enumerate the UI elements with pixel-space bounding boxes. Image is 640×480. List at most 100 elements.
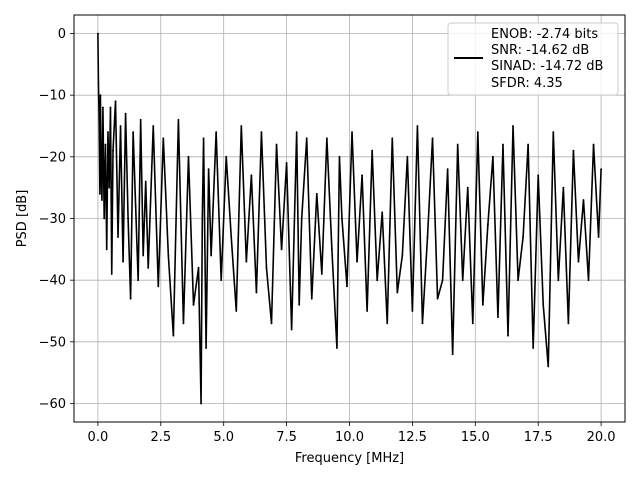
- psd-point: [310, 297, 313, 300]
- psd-point: [486, 223, 489, 226]
- psd-point: [325, 137, 328, 140]
- y-tick-label: −10: [39, 89, 66, 104]
- x-tick-label: 20.0: [587, 430, 616, 445]
- ticks: 0.0 2.5 5.0 7.5 10.0 12.5 15.0 17.5 20.0 0 −10 −20 −…: [39, 27, 616, 445]
- psd-point: [351, 131, 353, 134]
- psd-point: [341, 217, 343, 220]
- psd-point: [481, 303, 484, 306]
- psd-point: [371, 149, 374, 152]
- psd-point: [386, 322, 389, 325]
- psd-point: [215, 131, 218, 134]
- psd-point: [210, 254, 213, 257]
- psd-point: [265, 266, 268, 269]
- psd-point: [275, 143, 278, 146]
- psd-point: [336, 347, 338, 349]
- x-tick-label: 5.0: [213, 430, 234, 445]
- psd-point: [177, 118, 180, 121]
- psd-point: [300, 217, 303, 220]
- psd-point: [567, 322, 570, 325]
- psd-point: [381, 211, 384, 214]
- psd-point: [104, 143, 107, 146]
- legend-entry-snr: SNR: -14.62 dB: [491, 43, 589, 58]
- psd-point: [117, 236, 119, 238]
- psd-point: [295, 131, 298, 134]
- psd-point: [97, 81, 100, 84]
- psd-point: [122, 260, 124, 263]
- psd-point: [431, 137, 434, 140]
- psd-point: [446, 168, 449, 171]
- psd-point: [187, 155, 190, 158]
- legend-box: [447, 22, 619, 96]
- psd-point: [172, 334, 175, 337]
- psd-point: [245, 260, 248, 263]
- psd-point: [411, 310, 414, 312]
- psd-point: [192, 303, 195, 306]
- psd-point: [451, 353, 454, 356]
- psd-series-line: [97, 33, 602, 405]
- psd-point: [162, 137, 165, 140]
- psd-point: [285, 162, 288, 164]
- psd-point: [99, 192, 101, 195]
- psd-point: [597, 236, 600, 238]
- x-tick-label: 10.0: [335, 430, 364, 445]
- psd-point: [577, 260, 580, 263]
- psd-point: [562, 186, 565, 189]
- psd-point: [124, 112, 127, 115]
- psd-point: [552, 131, 555, 134]
- legend-entry-sfdr: SFDR: 4.35: [491, 76, 563, 91]
- psd-point: [522, 236, 525, 238]
- psd-point: [201, 217, 204, 220]
- psd-point: [103, 217, 106, 220]
- psd-point: [110, 273, 113, 275]
- psd-point: [240, 125, 243, 127]
- x-axis-label: Frequency [MHz]: [295, 451, 404, 466]
- psd-point: [108, 186, 111, 189]
- psd-point: [330, 248, 333, 251]
- psd-point: [280, 248, 283, 251]
- psd-point: [512, 125, 514, 127]
- psd-point: [421, 322, 424, 325]
- psd-point: [582, 199, 585, 201]
- psd-point: [502, 143, 504, 146]
- psd-point: [225, 155, 228, 158]
- psd-point: [356, 260, 358, 263]
- psd-point: [401, 254, 404, 257]
- psd-point: [142, 254, 145, 257]
- psd-point: [592, 143, 595, 146]
- psd-point: [200, 402, 202, 405]
- psd-point: [97, 32, 99, 35]
- psd-point: [99, 94, 102, 97]
- y-tick-label: −20: [39, 150, 66, 165]
- psd-point: [441, 279, 444, 282]
- psd-point: [547, 365, 550, 368]
- psd-point: [127, 217, 129, 220]
- psd-point: [119, 125, 122, 127]
- psd-point: [182, 322, 185, 325]
- psd-point: [346, 285, 348, 288]
- psd-point: [137, 279, 140, 282]
- psd-point: [107, 131, 109, 134]
- psd-point: [315, 192, 318, 195]
- psd-point: [391, 137, 394, 140]
- psd-point: [527, 143, 530, 146]
- psd-point: [157, 285, 160, 288]
- x-tick-label: 12.5: [398, 430, 427, 445]
- psd-point: [600, 168, 602, 171]
- y-tick-label: −50: [39, 335, 66, 350]
- psd-point: [132, 131, 135, 134]
- x-tick-label: 0.0: [88, 430, 109, 445]
- psd-point: [152, 125, 155, 127]
- psd-point: [114, 100, 117, 103]
- psd-point: [305, 137, 308, 140]
- x-tick-label: 2.5: [150, 430, 171, 445]
- psd-point: [260, 131, 263, 134]
- psd-point: [361, 174, 363, 177]
- psd-point: [338, 155, 341, 158]
- psd-point: [426, 236, 429, 238]
- y-tick-label: 0: [58, 27, 66, 42]
- legend-entry-sinad: SINAD: -14.72 dB: [491, 59, 603, 74]
- psd-point: [205, 347, 207, 349]
- psd-point: [270, 322, 273, 325]
- x-tick-label: 15.0: [461, 430, 490, 445]
